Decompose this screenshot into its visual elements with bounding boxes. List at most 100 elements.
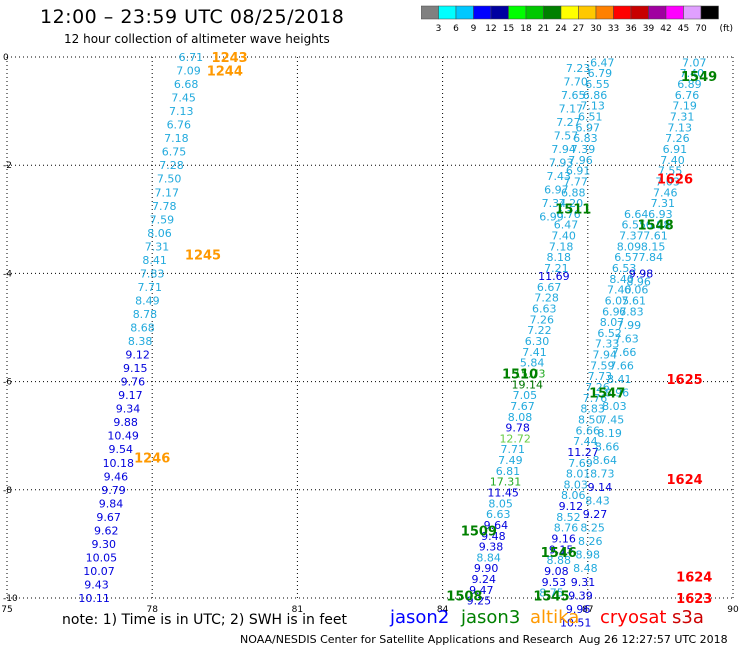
wave-height-value: 9.79: [101, 484, 126, 497]
wave-height-value: 9.34: [116, 403, 141, 416]
wave-height-value: 7.26: [530, 313, 555, 326]
wave-height-value: 9.25: [467, 595, 492, 608]
wave-height-value: 7.26: [665, 132, 690, 145]
pass-label: 1545: [533, 589, 569, 604]
wave-height-value: 8.73: [590, 468, 615, 481]
wave-height-value: 9.12: [559, 500, 584, 513]
wave-height-value: 8.25: [580, 522, 605, 535]
wave-height-value: 9.88: [113, 416, 138, 429]
satellite-jason2: jason2: [390, 607, 450, 628]
wave-height-value: 8.41: [142, 254, 167, 267]
wave-height-value: 7.73: [588, 370, 613, 383]
wave-height-value: 7.37: [619, 230, 644, 243]
footer-note: note: 1) Time is in UTC; 2) SWH is in fe…: [62, 612, 348, 628]
wave-height-value: 7.45: [171, 92, 196, 105]
y-tick-label: -2: [3, 161, 12, 171]
wave-height-value: 7.63: [614, 332, 639, 345]
wave-height-value: 6.86: [583, 89, 608, 102]
wave-height-value: 7.49: [498, 454, 523, 467]
wave-height-value: 7.69: [568, 457, 593, 470]
wave-height-value: 7.57: [554, 129, 579, 142]
wave-height-value: 7.05: [513, 389, 538, 402]
wave-height-value: 8.68: [130, 322, 155, 335]
wave-height-value: 6.97: [576, 121, 601, 134]
wave-height-value: 7.59: [590, 359, 615, 372]
wave-height-value: 9.98: [629, 267, 654, 280]
wave-height-value: 11.27: [567, 446, 599, 459]
wave-height-value: 6.79: [588, 67, 613, 80]
wave-height-value: 7.13: [668, 121, 693, 134]
x-tick-label: 78: [146, 605, 158, 615]
wave-height-value: 7.33: [595, 338, 620, 351]
wave-height-value: 11.69: [538, 270, 570, 283]
wave-height-value: 6.05: [605, 294, 630, 307]
wave-height-value: 8.96: [626, 276, 651, 289]
page-subtitle: 12 hour collection of altimeter wave hei…: [64, 32, 330, 46]
wave-height-value: 6.75: [162, 146, 187, 159]
wave-height-value: 9.15: [123, 362, 148, 375]
wave-height-value: 6.55: [622, 219, 647, 232]
wave-height-value: 7.31: [651, 197, 676, 210]
colorbar-level-label: 33: [608, 24, 619, 34]
wave-height-value: 9.67: [96, 511, 121, 524]
wave-height-value: 7.28: [159, 159, 184, 172]
wave-height-value: 8.76: [554, 522, 579, 535]
wave-height-value: 8.48: [573, 562, 598, 575]
wave-height-value: 9.30: [92, 538, 117, 551]
wave-height-value: 9.43: [84, 578, 109, 591]
wave-height-value: 7.17: [559, 102, 584, 115]
page-title: 12:00 – 23:59 UTC 08/25/2018: [40, 6, 345, 28]
wave-height-value: 8.08: [508, 411, 533, 424]
pass-label: 1508: [446, 589, 482, 604]
colorbar-level-label: 42: [660, 24, 671, 34]
wave-height-value: 9.90: [474, 562, 499, 575]
wave-height-value: 6.76: [167, 119, 192, 132]
colorbar-swatch: [700, 5, 719, 20]
wave-height-value: 8.19: [597, 427, 622, 440]
satellite-jason3: jason3: [461, 607, 521, 628]
wave-height-value: 11.45: [487, 487, 519, 500]
wave-height-value: 8.06: [561, 489, 586, 502]
wave-height-value: 8.52: [556, 511, 581, 524]
wave-height-value: 9.27: [583, 508, 608, 521]
wave-height-value: 17.31: [490, 476, 522, 489]
wave-height-value: 9.08: [544, 565, 569, 578]
colorbar-level-label: 36: [625, 24, 637, 34]
colorbar-level-label: 18: [520, 24, 532, 34]
pass-label: 1511: [555, 202, 591, 217]
wave-height-value: 8.88: [547, 554, 572, 567]
satellite-altika: altika: [530, 607, 580, 628]
satellite-s3a: s3a: [672, 607, 704, 628]
wave-height-value: 6.47: [554, 219, 579, 232]
wave-height-value: 7.40: [607, 284, 632, 297]
wave-height-value: 8.05: [488, 497, 513, 510]
wave-height-value: 8.26: [578, 535, 603, 548]
wave-height-value: 7.84: [638, 251, 663, 264]
wave-height-value: 6.55: [585, 78, 610, 91]
wave-height-value: 7.40: [551, 230, 576, 243]
wave-height-value: 8.15: [641, 240, 666, 253]
pass-label: 1549: [681, 70, 717, 85]
wave-height-value: 7.61: [643, 230, 668, 243]
wave-height-value: 8.38: [128, 335, 153, 348]
satellite-cryosat: cryosat: [600, 607, 667, 628]
y-tick-label: -6: [3, 378, 12, 388]
wave-height-value: 7.94: [551, 143, 576, 156]
wave-height-value: 7.61: [622, 294, 647, 307]
wave-height-value: 8.18: [547, 251, 572, 264]
wave-height-value: 7.18: [549, 240, 574, 253]
wave-height-value: 8.75: [539, 587, 564, 600]
wave-height-value: 6.06: [624, 284, 649, 297]
wave-height-value: 10.49: [107, 430, 139, 443]
wave-height-value: 7.71: [501, 443, 526, 456]
x-tick-label: 81: [292, 605, 303, 615]
wave-height-value: 9.38: [479, 541, 504, 554]
wave-height-value: 6.68: [174, 78, 199, 91]
wave-height-value: 12.72: [499, 432, 531, 445]
wave-height-value: 7.13: [169, 105, 194, 118]
wave-height-value: 6.83: [619, 305, 644, 318]
wave-height-value: 9.15: [549, 543, 574, 556]
wave-height-value: 7.18: [164, 132, 189, 145]
wave-height-value: 7.27: [556, 116, 581, 129]
